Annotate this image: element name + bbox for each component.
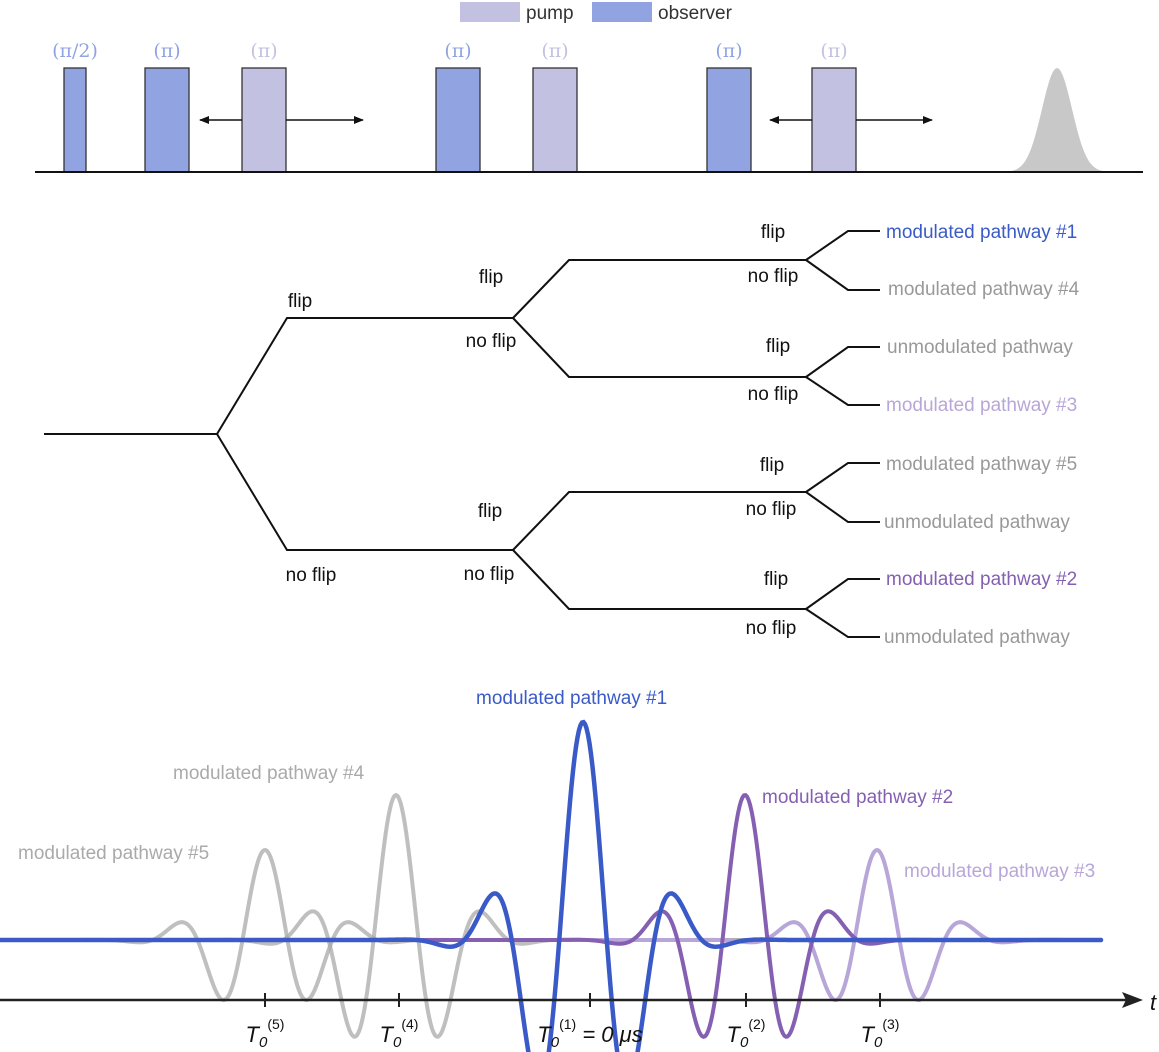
axis-arrowhead xyxy=(1122,992,1143,1008)
pulse-obs-pi-3: (π) xyxy=(706,40,752,173)
pulse-block xyxy=(706,67,752,173)
pulse-label: (π) xyxy=(444,40,471,62)
axis-tick: T0(1) = 0 μs xyxy=(537,993,643,1051)
pulse-block xyxy=(811,67,857,173)
tree-leaf-1 xyxy=(805,230,880,291)
flip-label: flip xyxy=(288,291,312,312)
noflip-label: no flip xyxy=(748,384,799,405)
pulse-pump-3: (π) xyxy=(811,40,857,173)
flip-label: flip xyxy=(761,222,785,243)
pulse-pump-1: (π) xyxy=(241,40,287,173)
axis-tick: T0(4) xyxy=(380,993,419,1051)
outcome-label: modulated pathway #4 xyxy=(888,279,1080,300)
tree-branch-flip-noflip xyxy=(512,317,806,378)
tree-branch-noflip-flip xyxy=(512,491,806,551)
outcome-label: unmodulated pathway xyxy=(887,337,1073,358)
tick-label: T0(1) = 0 μs xyxy=(537,1016,642,1051)
signal-pathway-1 xyxy=(0,719,1104,1052)
pulse-block xyxy=(144,67,190,173)
pulse-obs-pi2: (π/2) xyxy=(52,40,98,173)
flip-label: flip xyxy=(764,569,788,590)
echo-signal xyxy=(1007,68,1107,172)
noflip-label: no flip xyxy=(466,331,517,352)
outcome-label: modulated pathway #3 xyxy=(886,395,1077,416)
tree-root-branch-lower xyxy=(216,433,513,551)
legend: pump observer xyxy=(460,2,733,24)
tree-labels: flip no flip flip no flip flip no flip f… xyxy=(286,222,799,639)
noflip-label: no flip xyxy=(286,565,337,586)
pulse-label: (π/2) xyxy=(52,40,98,62)
legend-observer-swatch xyxy=(592,2,652,22)
pulse-label: (π) xyxy=(541,40,568,62)
outcome-label: unmodulated pathway xyxy=(884,512,1070,533)
flip-label: flip xyxy=(478,501,502,522)
tree-leaf-3 xyxy=(805,462,880,523)
axis-tick: T0(5) xyxy=(246,993,285,1051)
tree-branch-noflip-noflip xyxy=(512,549,806,610)
pulse-sequence: (π/2) (π) (π) (π) (π) (π) (π) xyxy=(35,40,1143,173)
outcome-label: modulated pathway #5 xyxy=(886,454,1077,475)
noflip-label: no flip xyxy=(748,266,799,287)
noflip-label: no flip xyxy=(464,564,515,585)
noflip-label: no flip xyxy=(746,499,797,520)
tree-outcomes: modulated pathway #1 modulated pathway #… xyxy=(884,222,1080,648)
tick-label: T0(4) xyxy=(380,1016,419,1051)
pulse-block xyxy=(241,67,287,173)
tree-leaf-4 xyxy=(805,578,880,638)
noflip-label: no flip xyxy=(746,618,797,639)
tick-label: T0(2) xyxy=(727,1016,766,1051)
outcome-label: modulated pathway #1 xyxy=(886,222,1077,243)
signal-label-4: modulated pathway #4 xyxy=(173,763,365,784)
pulse-block xyxy=(435,67,481,173)
pulse-label: (π) xyxy=(250,40,277,62)
pulse-pump-2: (π) xyxy=(532,40,578,173)
pulse-label: (π) xyxy=(153,40,180,62)
signal-label-5: modulated pathway #5 xyxy=(18,843,209,864)
axis-tick: T0(2) xyxy=(727,993,766,1051)
signal-labels: modulated pathway #5 modulated pathway #… xyxy=(18,688,1095,882)
pulse-block xyxy=(63,67,87,173)
signal-label-3: modulated pathway #3 xyxy=(904,861,1095,882)
pulse-block xyxy=(532,67,578,173)
flip-label: flip xyxy=(479,267,503,288)
legend-pump-swatch xyxy=(460,2,520,22)
tick-label: T0(5) xyxy=(246,1016,285,1051)
signal-label-1: modulated pathway #1 xyxy=(476,688,667,709)
pathway-tree xyxy=(44,230,880,638)
legend-pump-label: pump xyxy=(526,3,574,24)
axis-tick: T0(3) xyxy=(861,993,900,1051)
tree-root-branch xyxy=(44,317,513,435)
tree-leaf-2 xyxy=(805,346,880,406)
pulse-label: (π) xyxy=(715,40,742,62)
pulse-obs-pi-1: (π) xyxy=(144,40,190,173)
legend-observer-label: observer xyxy=(658,3,733,24)
outcome-label: modulated pathway #2 xyxy=(886,569,1077,590)
flip-label: flip xyxy=(766,336,790,357)
flip-label: flip xyxy=(760,455,784,476)
outcome-label: unmodulated pathway xyxy=(884,627,1070,648)
time-axis: t T0(5) T0(4) T0(1) = 0 μs T0(2) T0(3) xyxy=(0,990,1157,1051)
tree-branch-flip-flip xyxy=(512,259,806,319)
pulse-label: (π) xyxy=(820,40,847,62)
axis-label: t xyxy=(1150,990,1157,1015)
pulse-obs-pi-2: (π) xyxy=(435,40,481,173)
signal-label-2: modulated pathway #2 xyxy=(762,787,953,808)
echo-signals xyxy=(0,719,1104,1052)
tick-label: T0(3) xyxy=(861,1016,900,1051)
